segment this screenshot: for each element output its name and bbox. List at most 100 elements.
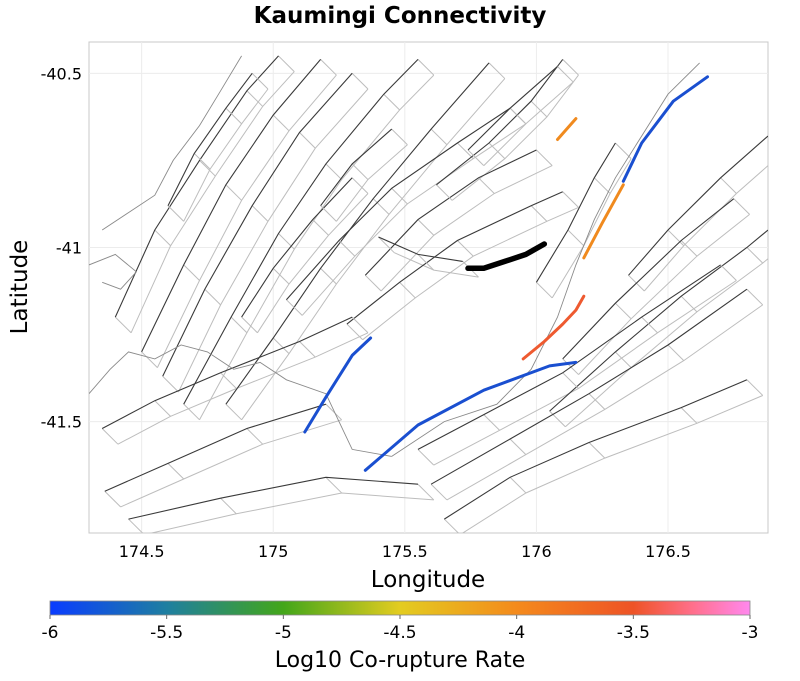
fault-trace — [346, 191, 563, 325]
fault-rung — [417, 483, 435, 501]
fault-rung — [417, 59, 435, 76]
fault-trace — [285, 107, 511, 301]
fault-outline — [578, 214, 750, 375]
fault-trace — [241, 177, 353, 318]
fault-trace — [162, 72, 353, 377]
fault-trace — [436, 59, 564, 186]
x-axis-label: Longitude — [371, 567, 485, 593]
rupture-segment — [621, 75, 709, 183]
fault-rung — [320, 205, 337, 222]
fault-rung — [536, 281, 553, 299]
fault-rung — [680, 295, 698, 313]
fault-rung — [225, 107, 242, 125]
fault-rung — [104, 490, 121, 508]
fault-rung — [593, 177, 611, 194]
fault-rung — [325, 403, 343, 421]
fault-rung — [436, 184, 453, 201]
fault-trace — [535, 142, 616, 283]
colorbar-title: Log10 Co-rupture Rate — [275, 648, 526, 673]
fault-rung — [588, 393, 606, 410]
fault-rung — [488, 142, 506, 160]
fault-rung — [162, 375, 179, 393]
grid-lines — [89, 42, 768, 533]
fault-rung — [562, 59, 579, 76]
coastline-segment — [89, 344, 392, 457]
fault-rung — [246, 90, 264, 107]
fault-rung — [241, 316, 258, 334]
fault-rung — [417, 449, 435, 466]
fault-rung — [680, 407, 698, 424]
fault-rung — [467, 149, 485, 166]
fault-rung — [183, 264, 200, 281]
colorbar-tick-label: -5.5 — [150, 623, 183, 643]
y-tick-label: -41 — [56, 238, 82, 257]
colorbar-tick-label: -4 — [508, 623, 525, 643]
fault-rung — [101, 428, 119, 445]
fault-rung — [615, 142, 632, 160]
fault-outline — [256, 193, 369, 334]
fault-rung — [549, 410, 566, 428]
fault-rung — [667, 229, 685, 247]
x-tick-label: 175.5 — [382, 542, 428, 561]
fault-rung — [225, 184, 242, 201]
fault-rung — [417, 254, 435, 271]
fault-rung — [193, 153, 211, 170]
fault-trace — [417, 264, 721, 450]
fault-outline — [178, 88, 369, 393]
rupture-segment — [582, 183, 625, 260]
fault-trace — [430, 288, 748, 485]
colorbar-tick-label: -3 — [742, 623, 759, 643]
fault-rung — [509, 438, 527, 456]
fault-rung — [278, 55, 295, 72]
fault-rung — [720, 264, 737, 281]
fault-rung — [562, 372, 579, 389]
fault-trace — [320, 128, 393, 207]
colorbar-tick-label: -6 — [42, 623, 59, 643]
fault-rung — [641, 316, 658, 334]
fault-rung — [391, 128, 408, 146]
fault-rung — [372, 198, 390, 215]
fault-outline — [433, 280, 737, 466]
fault-trace — [101, 316, 353, 429]
fault-rung — [141, 351, 158, 368]
fault-trace — [549, 229, 768, 412]
fault-rung — [338, 240, 356, 257]
fault-rung — [615, 302, 632, 320]
x-tick-label: 175 — [258, 542, 289, 561]
fault-trace — [378, 236, 463, 262]
fault-rung — [167, 205, 185, 222]
coastline-segment — [89, 253, 138, 290]
fault-rung — [417, 219, 435, 236]
fault-rung — [220, 372, 237, 389]
y-tick-label: -40.5 — [41, 64, 82, 83]
fault-rung — [530, 205, 548, 222]
rupture-segments — [303, 75, 709, 472]
fault-rung — [278, 233, 295, 250]
fault-rung — [509, 476, 527, 494]
fault-rung — [399, 281, 416, 299]
fault-rung — [767, 136, 768, 137]
chart-title: Kaumingi Connectivity — [254, 3, 547, 29]
fault-rung — [167, 462, 185, 480]
fault-rung — [720, 177, 737, 194]
fault-rung — [478, 177, 495, 194]
fault-rung — [204, 288, 221, 306]
fault-rung — [230, 316, 248, 334]
fault-trace — [444, 379, 748, 520]
fault-rung — [557, 66, 574, 83]
y-axis-label: Latitude — [7, 240, 33, 335]
fault-rung — [246, 428, 264, 445]
coastline-segment — [101, 55, 242, 231]
fault-rung — [272, 267, 290, 285]
fault-rung — [351, 177, 369, 194]
colorbar — [49, 600, 751, 616]
fault-outline — [130, 71, 295, 334]
fault-rung — [378, 236, 395, 254]
fault-rung — [430, 483, 448, 501]
fault-rung — [383, 93, 400, 111]
fault-outline — [643, 164, 768, 292]
y-tick-labels: -40.5 -41 -41.5 — [41, 64, 82, 431]
fault-rung — [325, 163, 343, 180]
colorbar-tick-labels: -6 -5.5 -5 -4.5 -4 -3.5 -3 — [42, 615, 759, 643]
